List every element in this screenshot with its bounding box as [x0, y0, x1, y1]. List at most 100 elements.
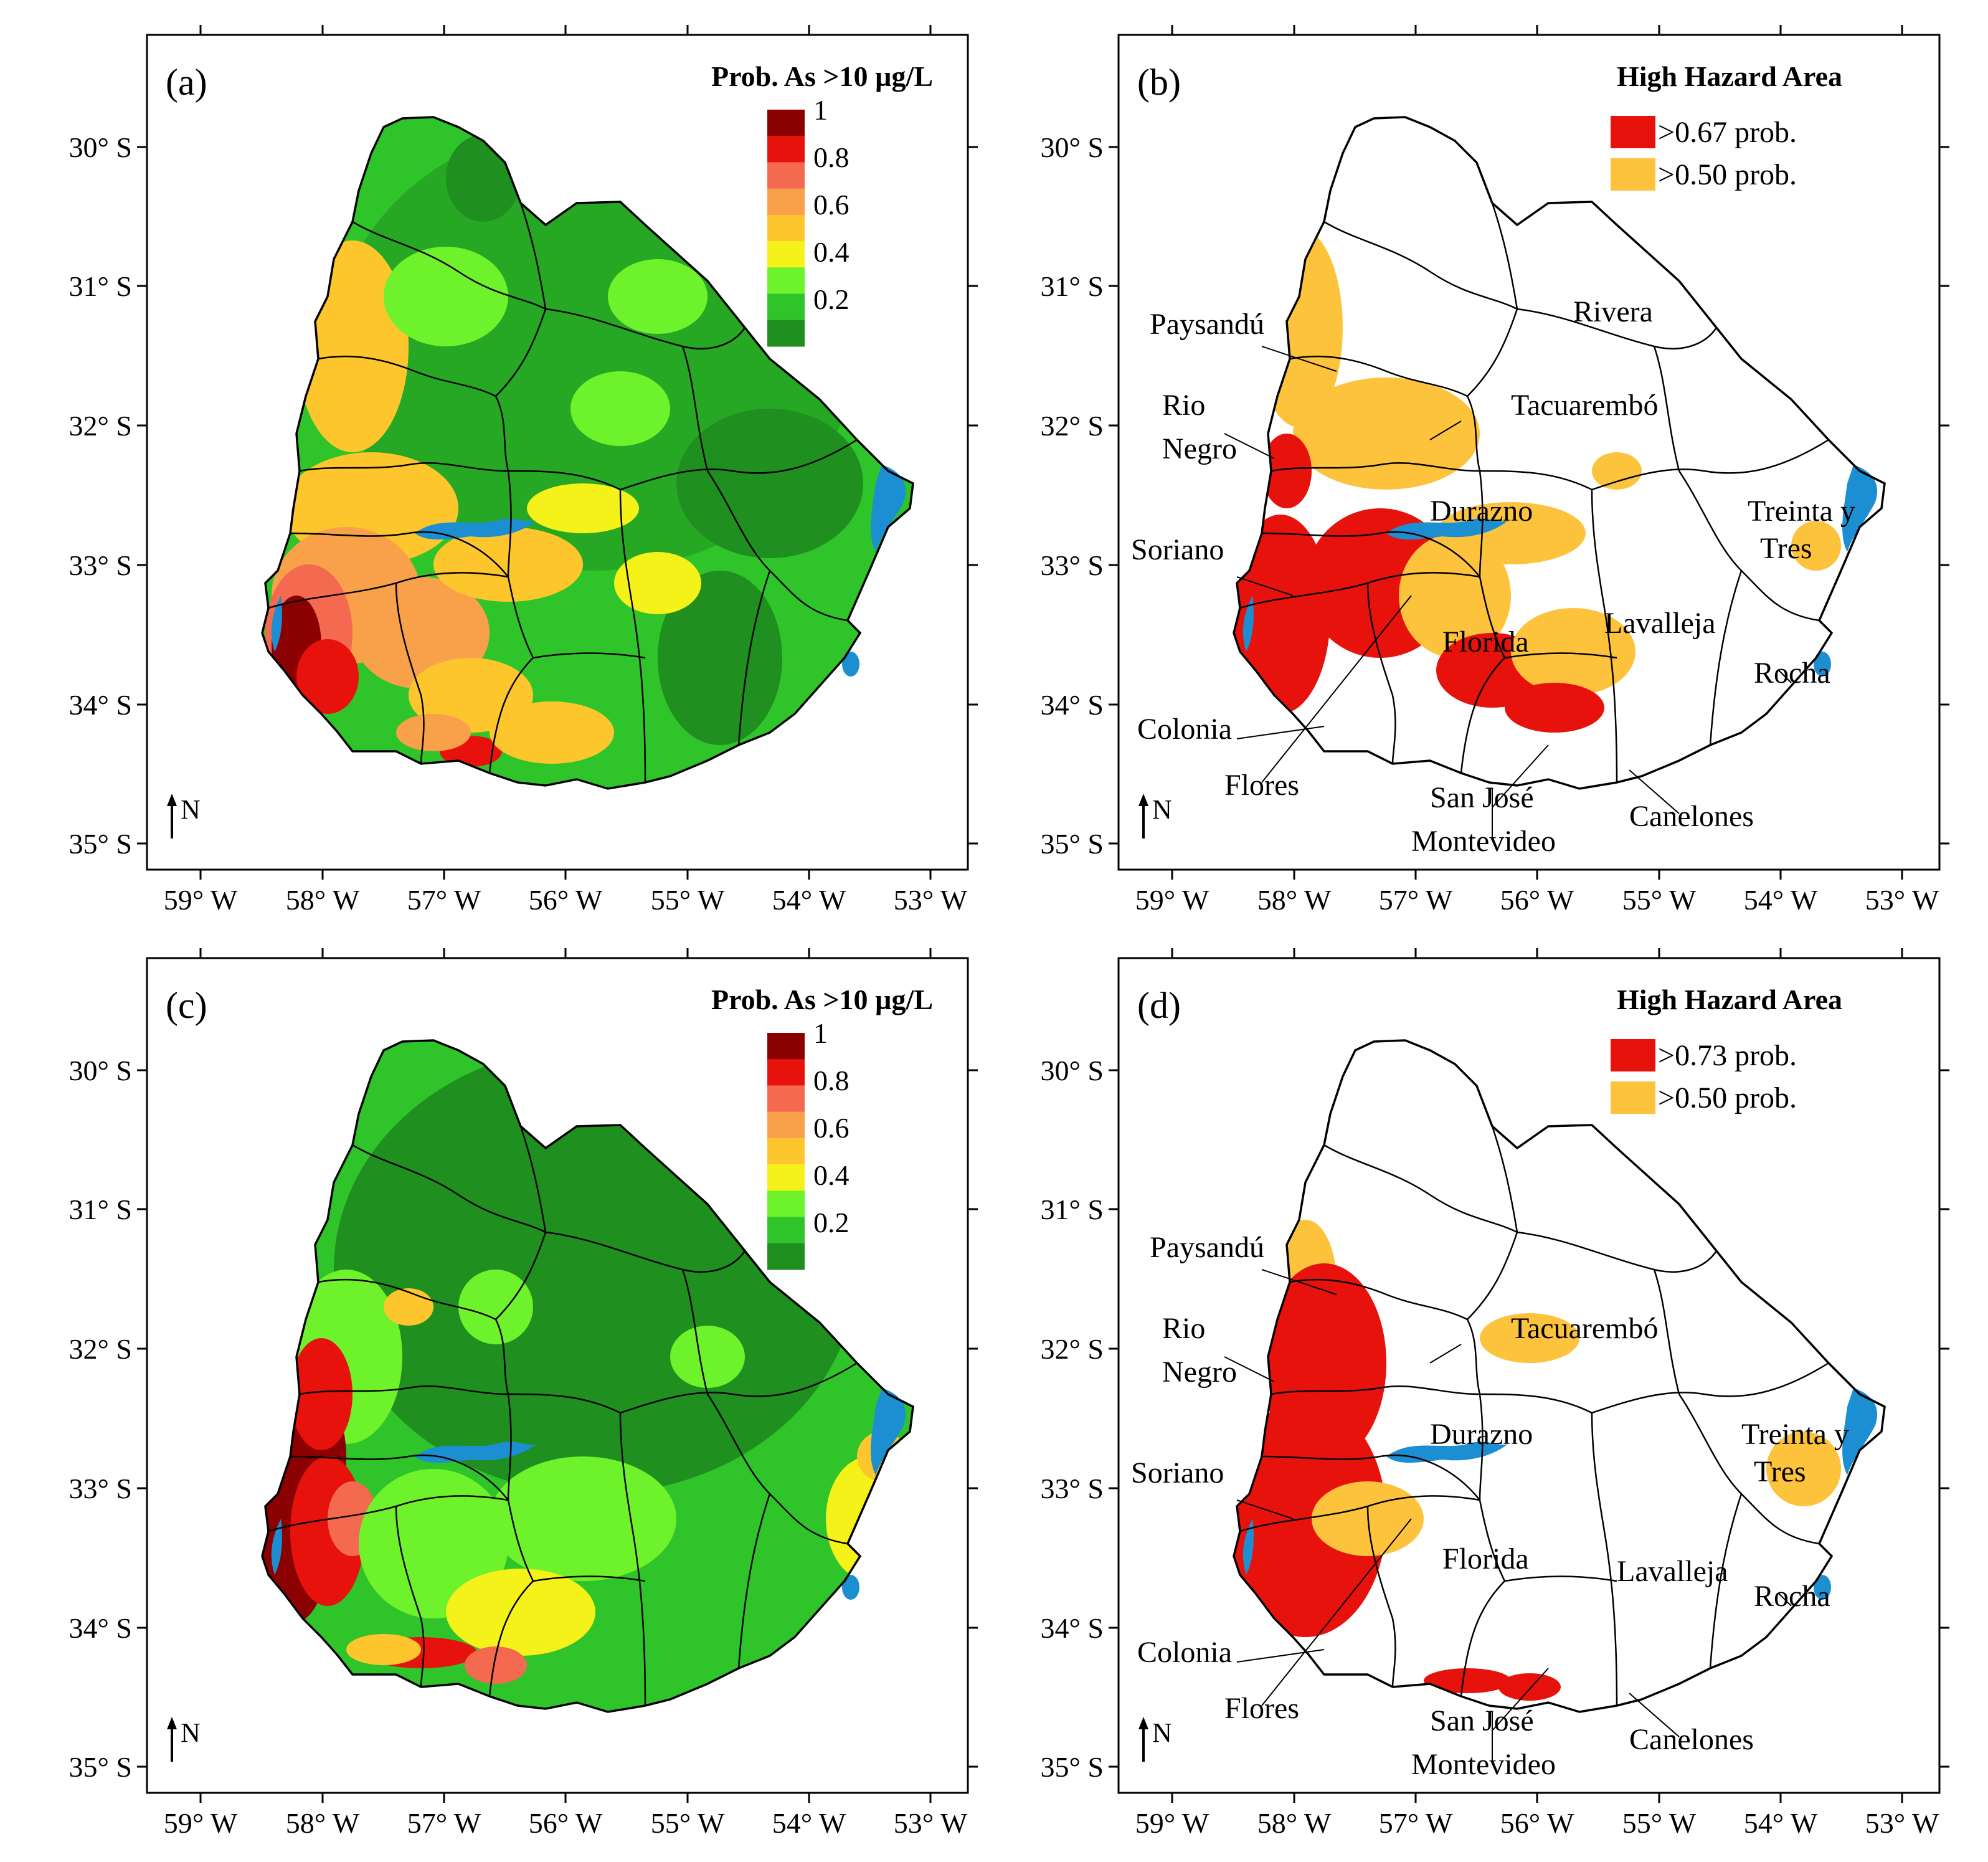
- department-border: [495, 1319, 509, 1395]
- department-label: Canelones: [1629, 1723, 1754, 1756]
- probability-patch: [290, 1338, 353, 1450]
- lat-tick-label: 35° S: [69, 828, 132, 860]
- department-border: [1678, 470, 1820, 622]
- probability-patch: [296, 639, 359, 714]
- department-label: Paysandú: [1150, 308, 1264, 341]
- department-label: San José: [1430, 1704, 1534, 1737]
- label-leader-line: [1629, 769, 1680, 814]
- lat-tick-label: 33° S: [1041, 549, 1104, 581]
- panel-b: 30° S 31° S 32° S 33° S 34° S 35° S 59° W 58° W…: [1041, 25, 1949, 916]
- department-label: Florida: [1442, 1542, 1529, 1575]
- label-leader-line: [1261, 1518, 1412, 1706]
- label-leader-line: [1629, 1693, 1680, 1737]
- department-border: [395, 1506, 425, 1688]
- probability-patch: [490, 1456, 676, 1581]
- lon-tick-label: 57° W: [1379, 884, 1453, 916]
- department-border: [1591, 489, 1618, 783]
- department-border: [1491, 202, 1518, 310]
- department-border: [1709, 1493, 1743, 1669]
- department-border: [1323, 221, 1518, 310]
- department-border: [1366, 1506, 1396, 1688]
- department-border: [681, 346, 709, 472]
- department-border: [299, 462, 621, 491]
- rio-uruguay-estuary: [271, 596, 282, 652]
- hazard-surface: [1234, 228, 1841, 733]
- department-border: [318, 355, 496, 397]
- hazard-patch: [1791, 521, 1841, 571]
- hazard-patch: [1234, 515, 1330, 714]
- north-arrow-head: [1138, 794, 1148, 806]
- department-border: [1466, 396, 1481, 472]
- department-border: [1271, 462, 1593, 491]
- colorbar-segment: [767, 241, 805, 268]
- lat-tick-label: 30° S: [69, 131, 132, 163]
- label-leader-line: [1778, 670, 1792, 683]
- lon-tick-label: 54° W: [772, 884, 846, 916]
- legend-swatch: [1611, 116, 1655, 148]
- department-label: Tacuarembó: [1511, 389, 1659, 422]
- department-border: [395, 582, 425, 764]
- department-border: [1466, 1319, 1481, 1395]
- department-border: [1460, 657, 1505, 774]
- colorbar-segment: [767, 110, 805, 136]
- lat-tick-label: 35° S: [1041, 1751, 1104, 1783]
- rio-uruguay-estuary: [271, 1519, 282, 1575]
- department-label: Tacuarembó: [1511, 1312, 1659, 1345]
- lon-tick-label: 58° W: [286, 884, 360, 916]
- probability-patch: [458, 1270, 533, 1344]
- label-leader-line: [1261, 1269, 1337, 1295]
- legend-swatch: [1611, 1081, 1655, 1114]
- department-border: [1517, 1231, 1718, 1273]
- hazard-patch: [1293, 378, 1480, 490]
- department-border: [1460, 1580, 1505, 1697]
- panel-c: 30° S 31° S 32° S 33° S 34° S 35° S 59° W 58° W…: [69, 948, 978, 1839]
- department-border: [1271, 1385, 1593, 1414]
- department-border: [488, 1580, 534, 1697]
- lon-tick-label: 59° W: [164, 1807, 238, 1839]
- probability-patch: [658, 571, 782, 745]
- department-border: [290, 531, 509, 577]
- department-border: [1261, 531, 1480, 577]
- hazard-patch: [1399, 533, 1511, 658]
- label-leader-line: [1224, 433, 1275, 459]
- colorbar-segment: [767, 1243, 805, 1270]
- colorbar-segment: [767, 320, 805, 347]
- colorbar-segment: [767, 1190, 805, 1218]
- department-border: [290, 1454, 509, 1501]
- department-label: Colonia: [1137, 713, 1232, 746]
- legend-item-label: >0.50 prob.: [1658, 158, 1797, 191]
- legend-item-label: >0.50 prob.: [1658, 1081, 1797, 1114]
- hazard-patch: [1498, 1673, 1561, 1701]
- lon-tick-label: 57° W: [1379, 1807, 1453, 1839]
- department-label: Rivera: [1573, 295, 1653, 328]
- department-border: [620, 439, 858, 491]
- lat-tick-label: 33° S: [1041, 1473, 1104, 1504]
- department-label: Treinta y: [1741, 1418, 1849, 1451]
- colorbar-segment: [767, 267, 805, 295]
- panel-d: 30° S 31° S 32° S 33° S 34° S 35° S 59° W 58° W…: [1041, 948, 1949, 1839]
- colorbar-tick-label: 0.2: [813, 1207, 850, 1238]
- department-border: [1289, 355, 1468, 397]
- lon-tick-label: 56° W: [1500, 1807, 1574, 1839]
- panel-a: 30° S 31° S 32° S 33° S 34° S 35° S 59° W 58° W…: [69, 25, 978, 916]
- department-border: [737, 1493, 771, 1669]
- department-border: [681, 1269, 709, 1395]
- laguna-negra: [1814, 652, 1831, 677]
- department-label: Tres: [1754, 1455, 1806, 1488]
- north-arrow-head: [167, 794, 177, 806]
- lat-tick-label: 30° S: [1041, 131, 1104, 163]
- colorbar-tick-label: 1: [813, 94, 828, 126]
- panel-label: (c): [166, 985, 207, 1026]
- department-label: San José: [1430, 781, 1534, 814]
- department-label: Lavalleja: [1617, 1555, 1728, 1588]
- colorbar-segment: [767, 293, 805, 321]
- colorbar-segment: [767, 1059, 805, 1086]
- laguna-merin: [871, 1388, 906, 1475]
- lon-tick-label: 58° W: [286, 1807, 360, 1839]
- lon-tick-label: 55° W: [651, 1807, 725, 1839]
- colorbar-tick-label: 0.8: [813, 141, 850, 173]
- lon-tick-label: 56° W: [529, 1807, 603, 1839]
- lat-tick-label: 32° S: [1041, 410, 1104, 442]
- label-leader-line: [1492, 744, 1549, 808]
- lon-tick-label: 56° W: [1500, 884, 1574, 916]
